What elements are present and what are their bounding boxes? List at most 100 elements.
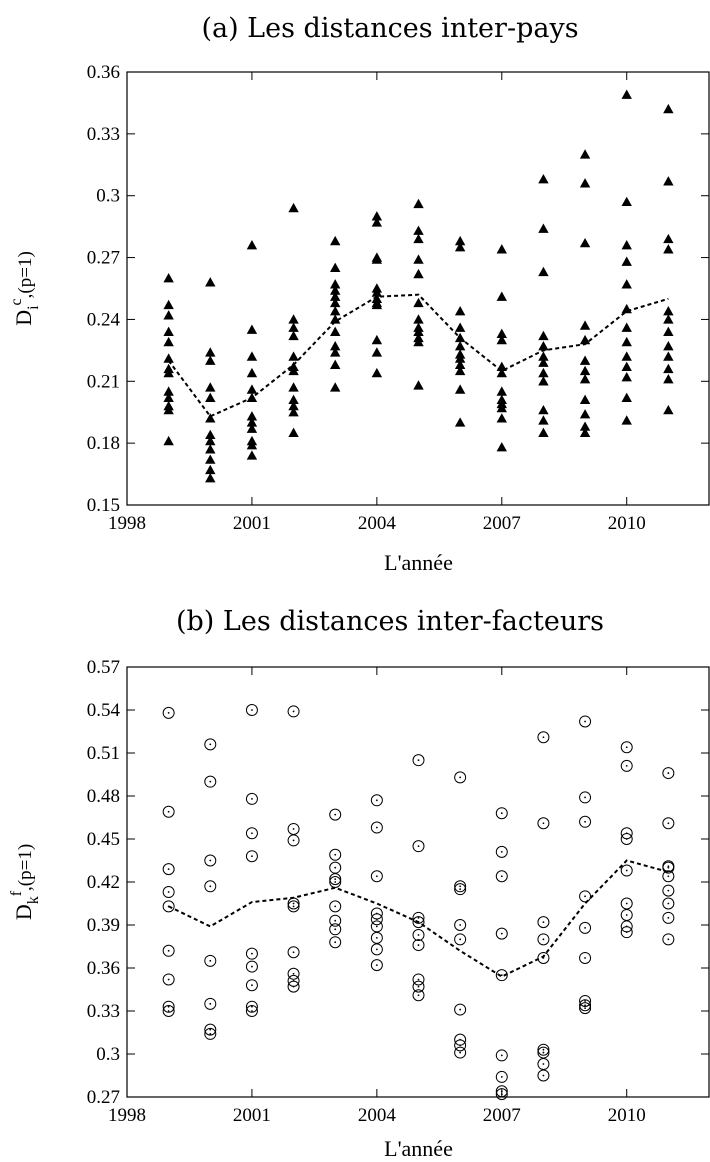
data-point-circle (245, 704, 258, 716)
data-point-center-dot (625, 931, 628, 934)
data-point-triangle (330, 297, 341, 308)
x-tick-label: 2010 (608, 513, 646, 534)
data-point-circle (287, 705, 300, 718)
data-point-circle (620, 926, 633, 939)
data-point-center-dot (459, 938, 462, 941)
data-point-center-dot (334, 928, 337, 931)
x-tick-label: 2001 (233, 513, 271, 534)
data-point-center-dot (584, 796, 586, 799)
data-point-triangle (621, 196, 632, 207)
data-point-center-dot (542, 921, 545, 924)
data-point-triangle (413, 268, 424, 279)
data-point-center-dot (500, 1093, 503, 1096)
data-point-circle (287, 834, 300, 847)
data-point-circle (537, 1069, 550, 1082)
data-point-triangle (663, 176, 674, 186)
data-point-center-dot (209, 885, 212, 888)
data-point-center-dot (209, 743, 212, 746)
data-point-circle (204, 1027, 217, 1040)
data-point-center-dot (625, 838, 628, 840)
data-point-circle (579, 951, 592, 964)
y-tick-label: 0.18 (87, 433, 120, 454)
data-point-triangle (621, 415, 632, 425)
data-point-triangle (621, 392, 632, 402)
data-point-center-dot (334, 853, 337, 856)
data-point-circle (620, 741, 633, 754)
data-point-triangle (163, 326, 174, 336)
data-point-center-dot (542, 1048, 545, 1051)
data-point-triangle (246, 367, 258, 378)
data-point-center-dot (334, 878, 337, 881)
data-point-triangle (246, 351, 258, 361)
data-point-triangle (538, 174, 549, 184)
data-point-circle (287, 946, 300, 959)
data-point-center-dot (292, 985, 295, 988)
data-point-triangle (330, 347, 341, 357)
y-tick-label: 0.24 (87, 309, 121, 330)
data-point-triangle (330, 285, 341, 295)
data-point-triangle (163, 310, 174, 320)
data-point-triangle (496, 442, 507, 452)
data-point-circle (204, 1023, 217, 1036)
data-point-triangle (163, 336, 174, 347)
data-point-center-dot (251, 1010, 253, 1012)
scatter-chart-b: (b) Les distances inter-facteurs 0.27 0.3 0… (8, 606, 710, 1161)
data-point-triangle (163, 392, 174, 402)
data-point-center-dot (251, 855, 253, 858)
data-point-center-dot (542, 736, 545, 739)
data-point-center-dot (500, 932, 503, 935)
data-point-circle (579, 715, 592, 728)
data-point-triangle (496, 402, 507, 413)
data-point-circle (495, 969, 508, 982)
x-tick-label: 2004 (358, 513, 397, 534)
data-point-triangle (205, 355, 216, 365)
data-point-center-dot (500, 1090, 503, 1093)
data-point-circle (204, 775, 217, 788)
data-point-center-dot (459, 776, 462, 779)
data-point-circle (412, 916, 425, 929)
data-point-center-dot (375, 826, 378, 829)
data-point-triangle (330, 305, 341, 316)
data-point-triangle (330, 235, 341, 246)
data-point-triangle (621, 240, 632, 250)
data-point-triangle (371, 334, 383, 345)
y-tick-label: 0.33 (87, 1001, 120, 1022)
data-point-triangle (538, 266, 549, 277)
data-point-triangle (205, 413, 216, 423)
data-point-circle (495, 807, 508, 820)
data-point-triangle (288, 394, 299, 405)
data-point-circle (370, 821, 383, 834)
data-point-center-dot (584, 720, 586, 723)
data-point-triangle (205, 435, 216, 446)
data-point-triangle (621, 361, 632, 372)
data-point-center-dot (542, 1074, 545, 1077)
data-point-triangle (621, 89, 632, 99)
data-point-center-dot (334, 866, 337, 869)
data-point-circle (245, 947, 258, 960)
data-point-triangle (246, 417, 258, 427)
data-point-triangle (205, 277, 216, 287)
data-point-triangle (163, 272, 174, 283)
data-point-triangle (163, 353, 174, 363)
data-point-circle (370, 913, 383, 926)
data-point-circle (245, 979, 258, 992)
mean-line (168, 859, 669, 978)
data-point-center-dot (375, 937, 378, 939)
data-point-circle (412, 973, 425, 986)
data-point-circle (662, 870, 675, 883)
data-point-triangle (454, 417, 466, 427)
data-point-circle (579, 890, 592, 903)
data-point-triangle (413, 297, 424, 308)
data-point-center-dot (251, 797, 253, 800)
data-point-triangle (246, 324, 258, 334)
data-point-center-dot (167, 1005, 170, 1008)
data-point-center-dot (292, 951, 295, 954)
data-point-circle (329, 848, 342, 861)
data-point-circle (579, 994, 592, 1007)
data-point-circle (245, 792, 258, 805)
data-point-triangle (371, 217, 383, 227)
data-point-triangle (621, 322, 632, 332)
data-point-circle (245, 1005, 258, 1017)
y-tick-label: 0.3 (96, 1044, 120, 1065)
data-point-circle (495, 1088, 508, 1101)
